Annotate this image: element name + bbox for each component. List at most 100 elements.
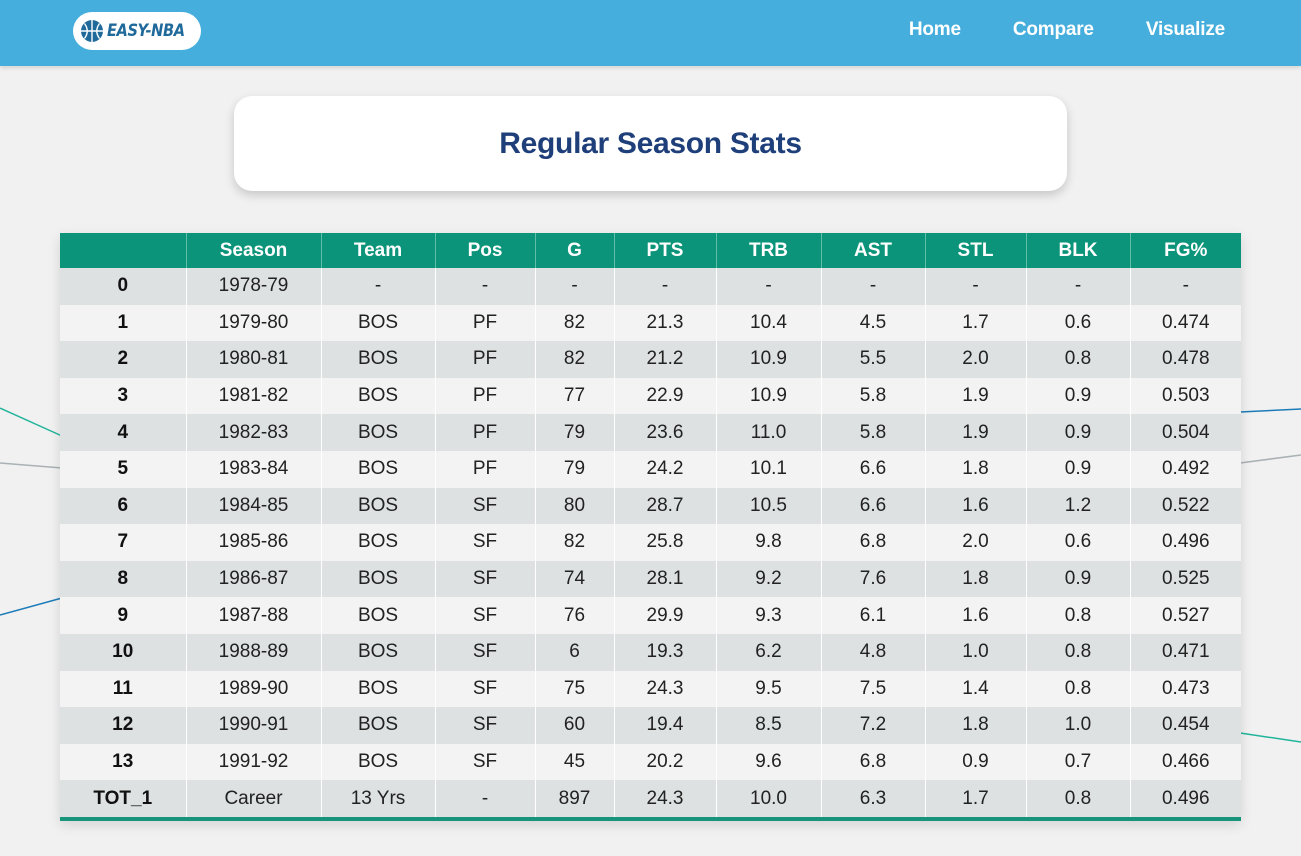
- table-cell: -: [925, 268, 1027, 305]
- table-cell: 19.3: [614, 633, 717, 671]
- table-cell: PF: [435, 450, 536, 488]
- table-cell: 7.6: [821, 560, 926, 598]
- row-index-cell: 0: [60, 268, 187, 305]
- table-cell: 24.2: [614, 450, 717, 488]
- table-cell: BOS: [321, 414, 436, 451]
- table-row: 1 1979-80 BOS PF 82 21.3 10.4 4.5 1.7 0.6 0.474: [60, 304, 1241, 342]
- table-cell: 2.0: [925, 524, 1027, 561]
- table-cell: 0.7: [1026, 743, 1131, 781]
- table-cell: 0.522: [1130, 487, 1241, 525]
- table-row: 10 1988-89 BOS SF 6 19.3 6.2 4.8 1.0 0.8 0.471: [60, 633, 1241, 671]
- table-cell: 19.4: [614, 707, 717, 744]
- table-cell: BOS: [321, 633, 436, 671]
- nav-visualize-link[interactable]: Visualize: [1145, 19, 1225, 40]
- table-cell: 5.8: [821, 377, 926, 415]
- column-header: TRB: [716, 233, 822, 268]
- table-cell: 0.9: [1026, 414, 1131, 451]
- table-cell: 20.2: [614, 743, 717, 781]
- table-cell: -: [321, 268, 436, 305]
- column-header: G: [535, 233, 615, 268]
- table-cell: 1.6: [925, 597, 1027, 634]
- table-cell: 0.474: [1130, 304, 1241, 342]
- nav-links: Home Compare Visualize: [857, 19, 1225, 41]
- table-cell: 0.9: [925, 743, 1027, 781]
- table-row: 3 1981-82 BOS PF 77 22.9 10.9 5.8 1.9 0.9 0.503: [60, 377, 1241, 415]
- table-cell: 5.5: [821, 341, 926, 378]
- table-cell: 1.2: [1026, 487, 1131, 525]
- table-cell: 1984-85: [186, 487, 322, 525]
- logo[interactable]: EASY-NBA: [73, 12, 201, 50]
- table-cell: 10.9: [716, 341, 822, 378]
- table-cell: 1.8: [925, 560, 1027, 598]
- table-cell: 21.3: [614, 304, 717, 342]
- navbar: EASY-NBA Home Compare Visualize: [0, 0, 1301, 66]
- table-cell: SF: [435, 487, 536, 525]
- table-row: 11 1989-90 BOS SF 75 24.3 9.5 7.5 1.4 0.8 0.473: [60, 670, 1241, 708]
- table-cell: 29.9: [614, 597, 717, 634]
- table-cell: SF: [435, 633, 536, 671]
- table-cell: Career: [186, 780, 322, 817]
- table-cell: 0.454: [1130, 707, 1241, 744]
- table-cell: 1978-79: [186, 268, 322, 305]
- table-cell: 13 Yrs: [321, 780, 436, 817]
- table-cell: SF: [435, 743, 536, 781]
- table-cell: 1981-82: [186, 377, 322, 415]
- table-cell: -: [1130, 268, 1241, 305]
- table-cell: 10.9: [716, 377, 822, 415]
- logo-text: EASY-NBA: [107, 21, 185, 41]
- column-header: STL: [925, 233, 1027, 268]
- table-cell: 77: [535, 377, 615, 415]
- nav-compare-link[interactable]: Compare: [1012, 19, 1094, 40]
- table-cell: 28.1: [614, 560, 717, 598]
- table-cell: 76: [535, 597, 615, 634]
- table-cell: 0.471: [1130, 633, 1241, 671]
- row-index-cell: 3: [60, 377, 187, 415]
- table-cell: 1.0: [925, 633, 1027, 671]
- table-cell: SF: [435, 670, 536, 708]
- table-cell: 1.7: [925, 304, 1027, 342]
- table-cell: 1.9: [925, 414, 1027, 451]
- table-cell: 1980-81: [186, 341, 322, 378]
- table-cell: 28.7: [614, 487, 717, 525]
- table-cell: 0.6: [1026, 524, 1131, 561]
- table-cell: 45: [535, 743, 615, 781]
- stats-table-container: Season Team Pos G PTS TRB AST STL BLK FG% 0 1978-7…: [60, 233, 1241, 821]
- row-index-cell: 8: [60, 560, 187, 598]
- table-cell: BOS: [321, 524, 436, 561]
- nav-home-link[interactable]: Home: [908, 19, 961, 40]
- table-cell: 6.3: [821, 780, 926, 817]
- table-cell: 4.5: [821, 304, 926, 342]
- row-index-cell: 9: [60, 597, 187, 634]
- table-cell: BOS: [321, 450, 436, 488]
- table-cell: 10.1: [716, 450, 822, 488]
- row-index-cell: 11: [60, 670, 187, 708]
- table-cell: 1987-88: [186, 597, 322, 634]
- table-cell: 6.2: [716, 633, 822, 671]
- row-index-cell: 13: [60, 743, 187, 781]
- table-cell: 9.8: [716, 524, 822, 561]
- table-cell: 0.478: [1130, 341, 1241, 378]
- table-row: 13 1991-92 BOS SF 45 20.2 9.6 6.8 0.9 0.7 0.466: [60, 743, 1241, 781]
- table-cell: 8.5: [716, 707, 822, 744]
- row-index-cell: 12: [60, 707, 187, 744]
- table-cell: SF: [435, 597, 536, 634]
- table-cell: 0.9: [1026, 560, 1131, 598]
- table-cell: 10.4: [716, 304, 822, 342]
- table-cell: 0.6: [1026, 304, 1131, 342]
- table-cell: 0.496: [1130, 780, 1241, 817]
- table-cell: -: [716, 268, 822, 305]
- table-cell: 6: [535, 633, 615, 671]
- column-header: Pos: [435, 233, 536, 268]
- table-row: 2 1980-81 BOS PF 82 21.2 10.9 5.5 2.0 0.8 0.478: [60, 341, 1241, 378]
- table-row: 8 1986-87 BOS SF 74 28.1 9.2 7.6 1.8 0.9 0.525: [60, 560, 1241, 598]
- table-cell: 6.1: [821, 597, 926, 634]
- table-cell: 23.6: [614, 414, 717, 451]
- row-index-cell: 4: [60, 414, 187, 451]
- table-cell: 1.6: [925, 487, 1027, 525]
- table-cell: 1983-84: [186, 450, 322, 488]
- column-header: AST: [821, 233, 926, 268]
- table-cell: 24.3: [614, 670, 717, 708]
- table-cell: 75: [535, 670, 615, 708]
- row-index-cell: 6: [60, 487, 187, 525]
